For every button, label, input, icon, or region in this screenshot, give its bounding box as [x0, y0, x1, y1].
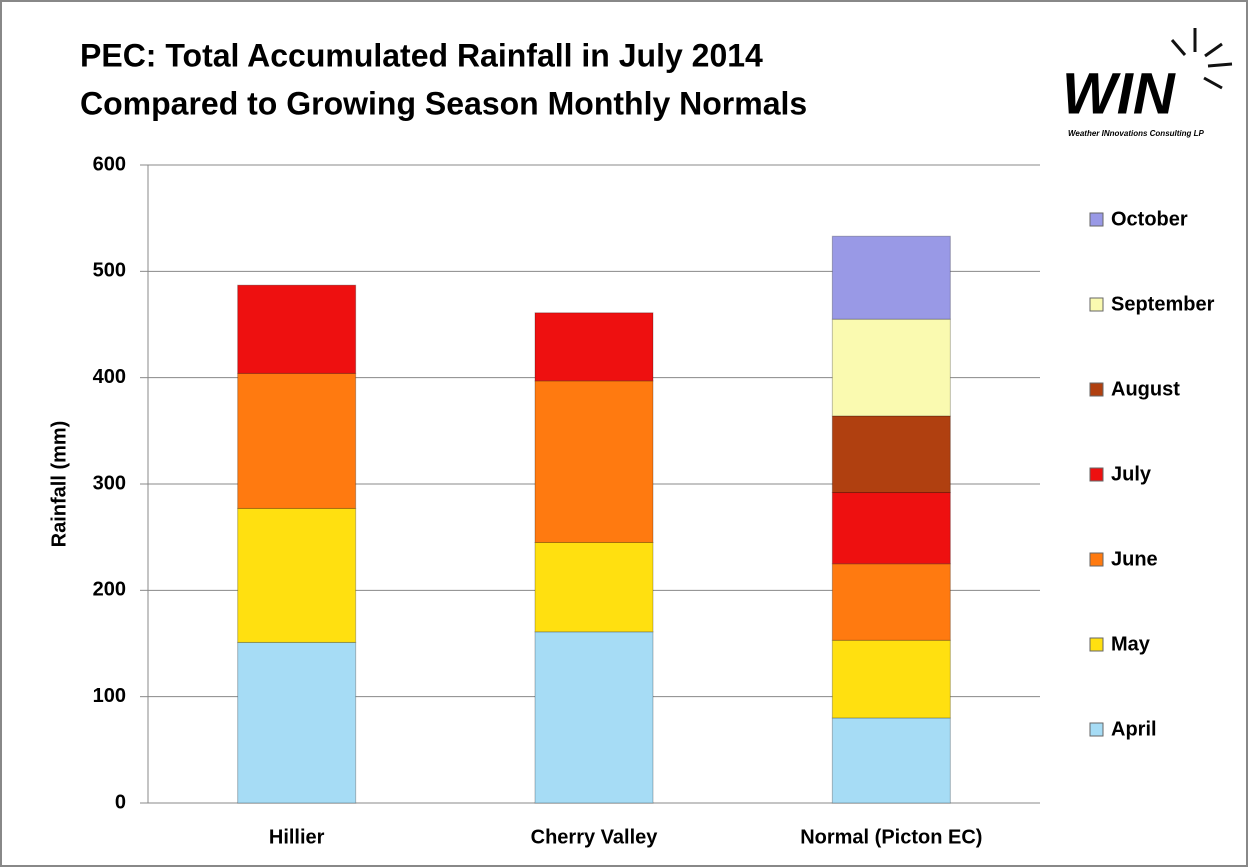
bar-segment	[534, 312, 654, 382]
legend-label: April	[1111, 718, 1157, 740]
x-tick-label: Cherry Valley	[531, 826, 659, 848]
legend-label: September	[1111, 293, 1215, 315]
chart-title: Compared to Growing Season Monthly Norma…	[80, 85, 807, 121]
legend-swatch	[1089, 722, 1104, 737]
logo-sun	[1170, 28, 1233, 90]
bar-segment	[237, 284, 357, 374]
bar-segment	[831, 415, 951, 494]
bar-segment	[831, 318, 951, 417]
logo-subtitle: Weather INnovations Consulting LP	[1068, 129, 1205, 138]
legend-swatch	[1089, 297, 1104, 312]
bar-segment	[831, 639, 951, 719]
bar-segment	[534, 631, 654, 804]
bar-segment	[237, 507, 357, 643]
y-tick-label: 500	[93, 260, 126, 282]
bar-segment	[831, 492, 951, 565]
y-tick-label: 200	[93, 579, 126, 601]
logo-text: WIN	[1062, 61, 1176, 126]
legend-swatch	[1089, 637, 1104, 652]
legend-label: August	[1111, 378, 1180, 400]
bar-segment	[237, 372, 357, 509]
x-tick-label: Hillier	[269, 826, 325, 848]
legend-label: July	[1111, 463, 1152, 485]
legend-label: June	[1111, 548, 1158, 570]
legend-swatch	[1089, 552, 1104, 567]
bar-segment	[534, 380, 654, 543]
x-tick-label: Normal (Picton EC)	[800, 826, 982, 848]
y-axis-label: Rainfall (mm)	[48, 421, 70, 548]
legend-label: October	[1111, 208, 1188, 230]
bar-segment	[237, 641, 357, 804]
y-tick-label: 0	[115, 791, 126, 813]
legend-swatch	[1089, 212, 1104, 227]
logo: WIN Weather INnovations Consulting LP	[1062, 28, 1233, 138]
bar-segment	[831, 563, 951, 641]
legend-swatch	[1089, 382, 1104, 397]
y-tick-label: 600	[93, 153, 126, 175]
bar-segment	[831, 717, 951, 804]
bar-segment	[831, 235, 951, 320]
legend-swatch	[1089, 467, 1104, 482]
legend-label: May	[1111, 633, 1151, 655]
y-tick-label: 100	[93, 685, 126, 707]
y-tick-label: 400	[93, 366, 126, 388]
y-tick-label: 300	[93, 472, 126, 494]
bar-segment	[534, 541, 654, 633]
chart-title: PEC: Total Accumulated Rainfall in July …	[80, 37, 763, 73]
